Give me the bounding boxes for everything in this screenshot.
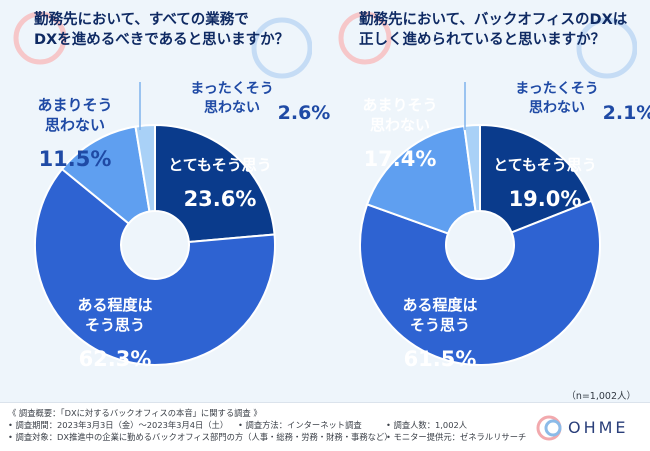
slice-label: まったくそう <box>515 81 598 97</box>
chart-title-line: 勤務先において、バックオフィスのDXは <box>359 12 628 28</box>
survey-period: • 調査期間：2023年3月3日（金）〜2023年3月4日（土） <box>8 420 229 430</box>
sample-size-note: （n=1,002人） <box>566 391 636 402</box>
donut-slice-somewhat-agree <box>34 167 276 366</box>
donut-slice-not-at-all <box>463 123 481 213</box>
chart-panel-left: 勤務先において、すべての業務で DXを進めるべきであると思いますか？ とてもそう… <box>0 0 330 400</box>
slice-value: 2.6% <box>278 102 331 124</box>
slice-value: 19.0% <box>509 187 582 211</box>
chart-title: 勤務先において、バックオフィスのDXは 正しく進められていると思いますか？ <box>359 10 644 50</box>
slice-label: 思わない <box>529 100 585 116</box>
survey-notes: 《 調査概要：「DXに対するバックオフィスの本音」に関する調査 》 • 調査期間… <box>8 407 526 443</box>
slice-label: そう思う <box>410 316 470 334</box>
slice-value: 61.5% <box>404 347 477 371</box>
slice-label: 思わない <box>370 116 430 134</box>
survey-footer: 《 調査概要：「DXに対するバックオフィスの本音」に関する調査 》 • 調査期間… <box>0 402 650 451</box>
slice-label: そう思う <box>85 316 145 334</box>
donut-chart-backoffice-dx: とてもそう思う19.0%ある程度はそう思う61.5%あまりそう思わない17.4%… <box>359 81 650 371</box>
title-decoration <box>338 11 637 79</box>
survey-row: • 調査対象：DX推進中の企業に勤めるバックオフィス部門の方（人事・総務・労務・… <box>8 431 526 443</box>
survey-target: • 調査対象：DX推進中の企業に勤めるバックオフィス部門の方（人事・総務・労務・… <box>8 432 393 442</box>
donut-slice-not-at-all <box>134 123 156 213</box>
ohme-logo: OHME <box>534 413 634 443</box>
slice-label: 思わない <box>45 116 105 134</box>
survey-method: • 調査方法：インターネット調査 <box>238 420 362 430</box>
slice-label: まったくそう <box>190 81 273 97</box>
slice-label: とてもそう思う <box>493 156 597 174</box>
slice-label: ある程度は <box>402 296 477 314</box>
chart-title-line: 正しく進められていると思いますか？ <box>359 32 606 48</box>
donut-slice-very-agree <box>154 123 276 244</box>
donut-slice-not-really <box>365 124 477 235</box>
logo-text: OHME <box>568 418 629 437</box>
slice-value: 62.3% <box>79 347 152 371</box>
survey-count: • 調査人数：1,002人 <box>386 420 468 430</box>
title-decoration <box>13 11 312 79</box>
slice-label: あまりそう <box>37 96 112 114</box>
slice-value: 17.4% <box>364 147 437 171</box>
chart-title: 勤務先において、すべての業務で DXを進めるべきであると思いますか？ <box>34 10 319 50</box>
slice-value: 23.6% <box>184 187 257 211</box>
donut-chart-all-business-dx: とてもそう思う23.6%ある程度はそう思う62.3%あまりそう思わない11.5%… <box>34 81 330 371</box>
donut-slice-somewhat-agree <box>359 199 601 366</box>
slice-label: ある程度は <box>77 296 152 314</box>
chart-panel-right: 勤務先において、バックオフィスのDXは 正しく進められていると思いますか？ とて… <box>325 0 650 400</box>
slice-label: とてもそう思う <box>168 156 272 174</box>
chart-title-line: 勤務先において、すべての業務で <box>34 12 249 28</box>
survey-row: • 調査期間：2023年3月3日（金）〜2023年3月4日（土） • 調査方法：… <box>8 419 467 431</box>
survey-summary: 《 調査概要：「DXに対するバックオフィスの本音」に関する調査 》 <box>8 408 262 418</box>
slice-value: 11.5% <box>39 147 112 171</box>
slice-label: 思わない <box>204 100 260 116</box>
chart-title-line: DXを進めるべきであると思いますか？ <box>34 32 290 48</box>
slice-label: あまりそう <box>362 96 437 114</box>
survey-provider: • モニター提供元：ゼネラルリサーチ <box>386 432 527 442</box>
donut-slice-very-agree <box>479 123 593 234</box>
slice-value: 2.1% <box>603 102 650 124</box>
logo-mark-icon <box>536 415 562 441</box>
